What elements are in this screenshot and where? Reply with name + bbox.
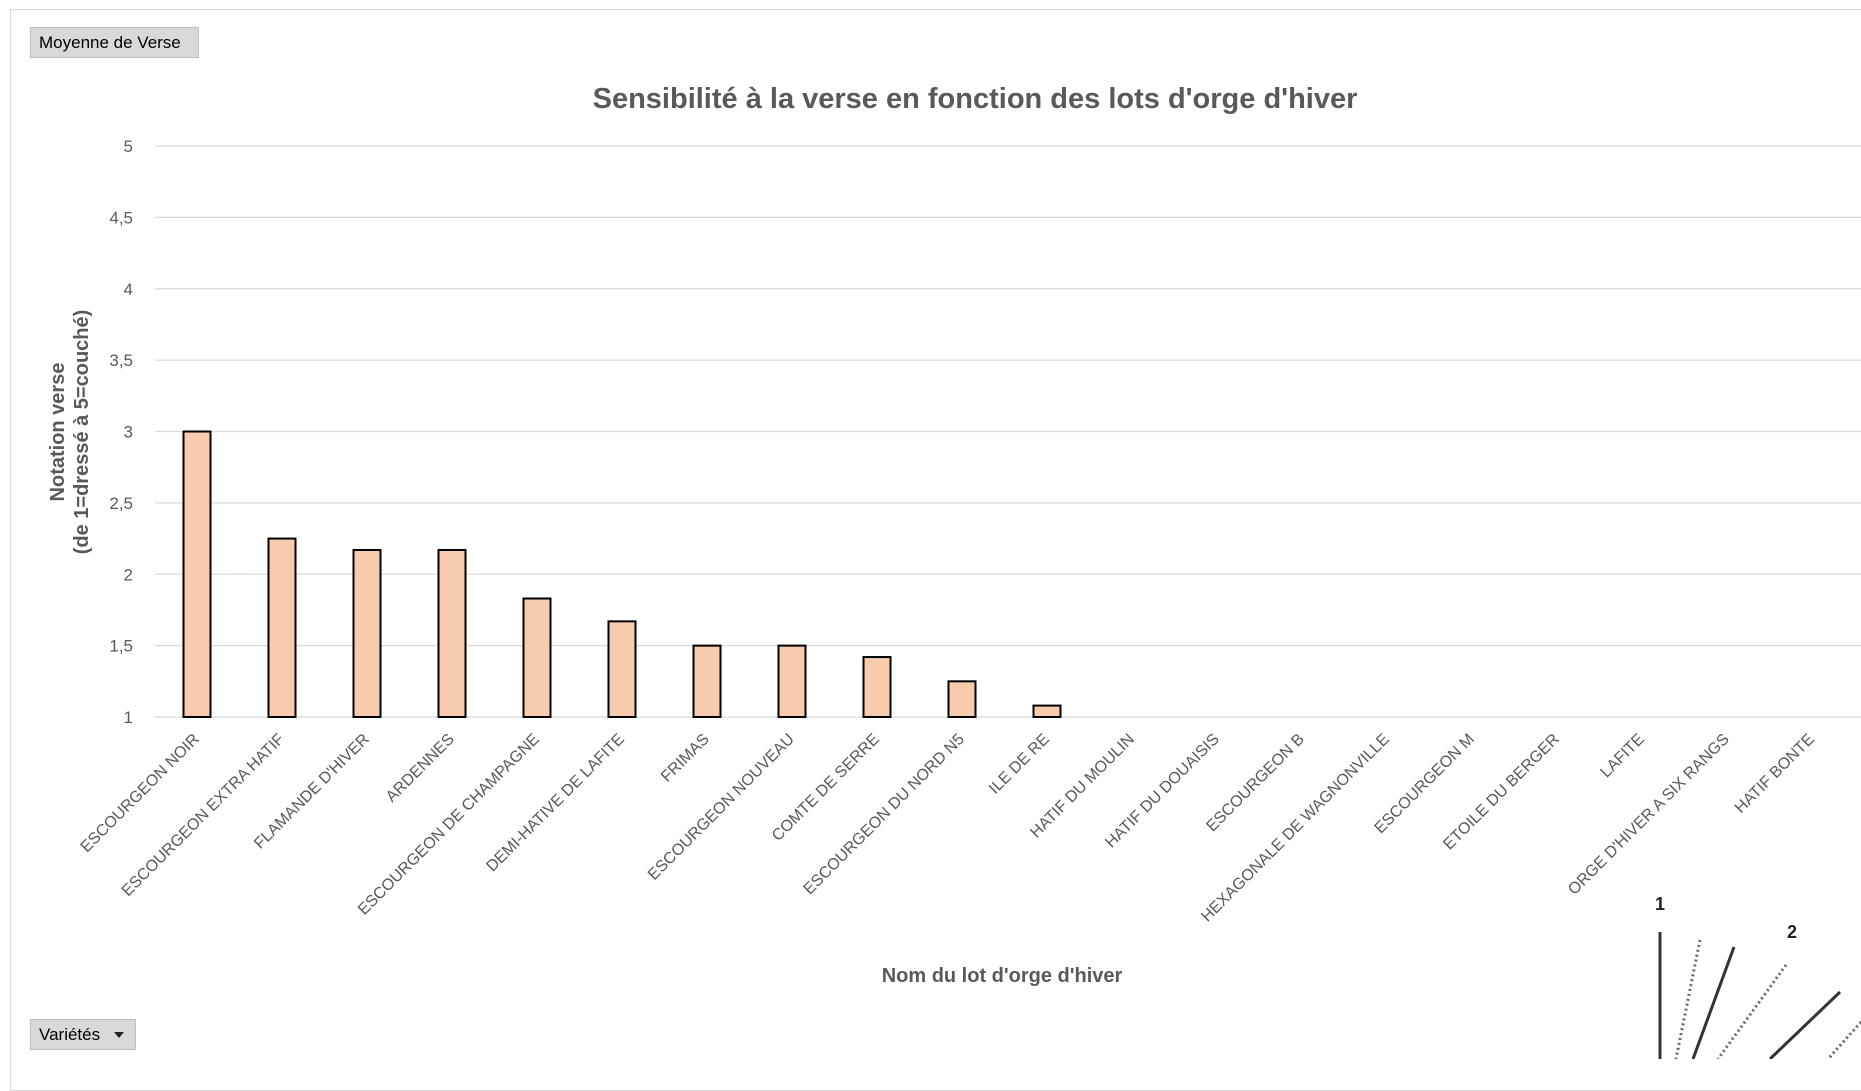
pivot-category-field-button[interactable]: Variétés [30,1019,136,1050]
bar [692,644,722,718]
bar [437,548,467,718]
x-tick-label: ESCOURGEON EXTRA HATIF [119,731,288,900]
scale-label-1: 1 [1655,894,1665,914]
x-tick-label: ESCOURGEON DE CHAMPAGNE [355,731,543,919]
pivot-value-field-label: Moyenne de Verse [39,32,181,52]
y-axis-title-line1: Notation verse [47,363,69,502]
y-tick-label: 2 [124,565,133,584]
bar [862,656,892,718]
stem-line-dotted [1674,939,1702,1059]
bar [607,620,637,718]
bar [777,644,807,718]
bar [267,537,297,718]
x-tick-label: ORGE D'HIVER A SIX RANGS [1565,731,1733,899]
chart-title: Sensibilité à la verse en fonction des l… [593,83,1358,115]
lodging-scale-illustration: 1 2 [1655,894,1861,1059]
gridlines [155,145,1861,718]
pivot-category-field-label: Variétés [39,1024,101,1044]
y-axis-title: Notation verse (de 1=dressé à 5=couché) [47,310,93,555]
x-tick-label: ESCOURGEON NOUVEAU [645,731,798,884]
y-tick-label: 4,5 [109,208,133,227]
x-axis-title: Nom du lot d'orge d'hiver [882,965,1123,987]
x-tick-label: DEMI-HATIVE DE LAFITE [483,731,627,875]
y-tick-label: 1,5 [109,637,133,656]
y-tick-label: 3 [124,423,133,442]
bar [1032,704,1062,719]
stem-line [1768,990,1842,1059]
y-tick-label: 3,5 [109,351,133,370]
y-tick-label: 2,5 [109,494,133,513]
x-tick-label: FRIMAS [658,731,713,786]
y-axis-ticks: 1 1,5 2 2,5 3 3,5 4 4,5 5 [109,137,133,727]
y-tick-label: 5 [124,137,133,156]
bar [947,680,977,718]
chart-area [10,9,1861,1091]
x-tick-label: ILE DE RE [986,731,1053,798]
stem-line-dotted [1826,1021,1861,1059]
pivot-value-field-button[interactable]: Moyenne de Verse [30,27,199,58]
x-tick-label: ARDENNES [383,731,458,806]
dropdown-arrow-icon[interactable] [114,1031,125,1038]
bar [522,597,552,719]
bar-chart: 1 1,5 2 2,5 3 3,5 4 4,5 5 ESCOURGEON NOIRESCOURG… [47,83,1861,1059]
bar [352,548,382,718]
x-tick-label: LAFITE [1597,731,1647,781]
x-tick-label: HATIF BONTE [1732,731,1818,817]
y-axis-title-line2: (de 1=dressé à 5=couché) [71,310,93,555]
stem-line-dotted [1716,964,1788,1059]
scale-label-2: 2 [1787,922,1797,942]
bars [182,430,1062,719]
stem-line [1691,946,1736,1059]
bar [182,430,212,718]
y-tick-label: 1 [124,708,133,727]
x-tick-label: HEXAGONALE DE WAGNONVILLE [1198,731,1393,926]
x-tick-label: ESCOURGEON DU NORD N5 [801,731,968,898]
y-tick-label: 4 [124,280,133,299]
